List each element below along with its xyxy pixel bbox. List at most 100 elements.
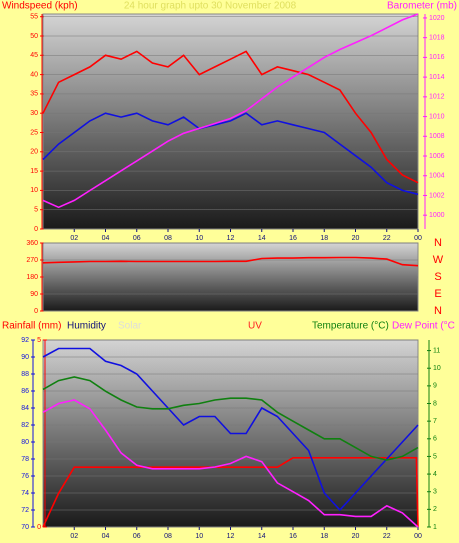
y-tick-label: 74: [21, 490, 29, 497]
x-tick-label: 22: [383, 533, 391, 540]
x-tick-label: 16: [289, 533, 297, 540]
series-line: [42, 256, 419, 267]
x-tick-label: 04: [102, 533, 110, 540]
series-line: [42, 13, 419, 209]
y2-tick-label: 1: [433, 524, 437, 531]
series-line: [42, 376, 419, 461]
y2-tick-label: 9: [433, 383, 437, 390]
y2-tick-label: 8: [433, 400, 437, 407]
y2-label: Barometer (mb): [387, 1, 457, 12]
legend-label: Rainfall (mm): [2, 321, 61, 332]
x-tick-label: 08: [164, 533, 172, 540]
y-tick-label: 76: [21, 473, 29, 480]
y-tick-label: 88: [21, 371, 29, 378]
x-tick-label: 20: [352, 533, 360, 540]
y-tick-label: 45: [30, 52, 38, 59]
y2-tick-label: 10: [433, 365, 441, 372]
y-tick-label: 86: [21, 388, 29, 395]
series-line: [42, 50, 419, 184]
y-tick-label: 72: [21, 507, 29, 514]
legend-label: Solar: [118, 321, 142, 332]
y2-tick-label: 1012: [429, 94, 445, 101]
y2-tick-label: 2: [433, 506, 437, 513]
y-tick-label: 180: [26, 274, 38, 281]
x-tick-label: 06: [133, 533, 141, 540]
y-tick-label: 35: [30, 91, 38, 98]
series-line: [42, 347, 419, 512]
x-tick-label: 02: [70, 533, 78, 540]
y2-tick-label: 1020: [429, 15, 445, 22]
y2-tick-label: 1018: [429, 35, 445, 42]
y-tick-label: 0: [34, 226, 38, 233]
x-tick-label: 22: [383, 235, 391, 242]
y2-tick-label: 1004: [429, 173, 445, 180]
y-tick-label: 84: [21, 405, 29, 412]
x-tick-label: 04: [102, 235, 110, 242]
y-label: Windspeed (kph): [2, 1, 78, 12]
legend-label: Dew Point (°C: [392, 321, 455, 332]
y3-tick-label: 0: [37, 524, 41, 531]
y-tick-label: 90: [30, 291, 38, 298]
y-tick-label: 70: [21, 524, 29, 531]
compass-label: E: [434, 288, 441, 300]
y-tick-label: 25: [30, 129, 38, 136]
y-tick-label: 78: [21, 456, 29, 463]
chart-title: 24 hour graph upto 30 November 2008: [124, 1, 297, 12]
series-line: [42, 457, 419, 528]
x-tick-label: 14: [258, 235, 266, 242]
legend-label: Temperature (°C): [312, 321, 389, 332]
x-tick-label: 14: [258, 533, 266, 540]
y-tick-label: 92: [21, 337, 29, 344]
y-tick-label: 360: [26, 240, 38, 247]
y2-tick-label: 6: [433, 436, 437, 443]
y-tick-label: 20: [30, 149, 38, 156]
x-tick-label: 18: [320, 235, 328, 242]
x-tick-label: 12: [227, 235, 235, 242]
x-tick-label: 02: [70, 235, 78, 242]
x-tick-label: 10: [195, 235, 203, 242]
compass-label: W: [433, 254, 444, 266]
x-tick-label: 08: [164, 235, 172, 242]
y-tick-label: 90: [21, 354, 29, 361]
x-tick-label: 12: [227, 533, 235, 540]
compass-label: S: [434, 271, 441, 283]
y-tick-label: 15: [30, 168, 38, 175]
y2-tick-label: 3: [433, 489, 437, 496]
y2-tick-label: 1002: [429, 192, 445, 199]
y-tick-label: 30: [30, 110, 38, 117]
x-tick-label: 20: [352, 235, 360, 242]
y2-tick-label: 4: [433, 471, 437, 478]
y-tick-label: 55: [30, 14, 38, 21]
x-tick-label: 16: [289, 235, 297, 242]
y-tick-label: 82: [21, 422, 29, 429]
y2-tick-label: 1006: [429, 153, 445, 160]
y-tick-label: 80: [21, 439, 29, 446]
legend-label: UV: [248, 321, 262, 332]
legend-label: Humidity: [67, 321, 106, 332]
compass-label: N: [434, 237, 442, 249]
y2-tick-label: 5: [433, 453, 437, 460]
series-line: [42, 399, 419, 528]
y3-tick-label: 5: [37, 337, 41, 344]
x-tick-label: 10: [195, 533, 203, 540]
compass-label: N: [434, 305, 442, 317]
y-tick-label: 10: [30, 187, 38, 194]
x-tick-label: 00: [414, 533, 422, 540]
y-tick-label: 40: [30, 71, 38, 78]
y-tick-label: 270: [26, 257, 38, 264]
series-line: [42, 112, 419, 196]
y2-tick-label: 7: [433, 418, 437, 425]
y2-tick-label: 1016: [429, 54, 445, 61]
x-tick-label: 00: [414, 235, 422, 242]
y2-tick-label: 1000: [429, 212, 445, 219]
y2-tick-label: 1008: [429, 133, 445, 140]
y-tick-label: 5: [34, 207, 38, 214]
y2-tick-label: 1014: [429, 74, 445, 81]
y2-tick-label: 1010: [429, 113, 445, 120]
y-tick-label: 50: [30, 33, 38, 40]
x-tick-label: 06: [133, 235, 141, 242]
x-tick-label: 18: [320, 533, 328, 540]
y-tick-label: 0: [34, 308, 38, 315]
y2-tick-label: 11: [433, 347, 440, 354]
